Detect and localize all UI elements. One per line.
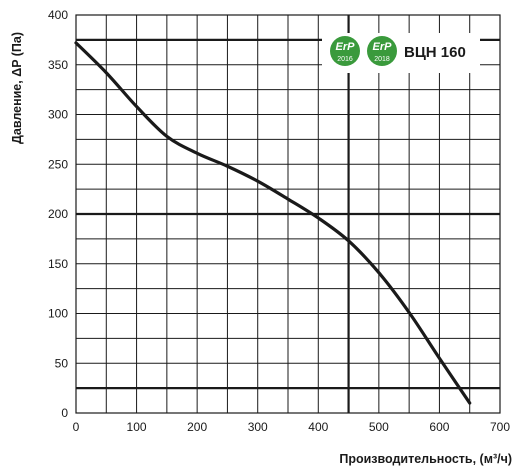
model-label: ВЦН 160 [404, 44, 466, 61]
x-tick-label: 600 [429, 420, 449, 434]
y-tick-label: 350 [48, 58, 68, 72]
y-tick-label: 150 [48, 257, 68, 271]
x-tick-label: 400 [308, 420, 328, 434]
y-tick-label: 200 [48, 207, 68, 221]
badge-title: ErP [336, 41, 356, 53]
badge-year: 2016 [337, 56, 353, 63]
x-tick-label: 200 [187, 420, 207, 434]
badge-year: 2018 [374, 56, 390, 63]
x-tick-label: 700 [490, 420, 510, 434]
erp-2016-badge: ErP 2016 [330, 36, 360, 66]
x-axis-title: Производительность, (м³/ч) [339, 452, 512, 466]
y-tick-label: 250 [48, 157, 68, 171]
y-tick-label: 50 [55, 356, 69, 370]
x-tick-label: 500 [369, 420, 389, 434]
series-line [74, 41, 472, 405]
y-tick-label: 300 [48, 108, 68, 122]
x-tick-label: 100 [127, 420, 147, 434]
y-axis-title: Давление, ΔP (Па) [10, 32, 24, 144]
badge-circle [367, 36, 397, 66]
badge-title: ErP [373, 41, 393, 53]
axis-ticks: 0 100 200 300 400 500 600 700 0 50 100 150 200 250 300… [48, 8, 510, 434]
performance-curve [74, 41, 472, 405]
erp-2018-badge: ErP 2018 [367, 36, 397, 66]
y-tick-label: 0 [61, 406, 68, 420]
y-tick-label: 400 [48, 8, 68, 22]
x-tick-label: 0 [73, 420, 80, 434]
x-tick-label: 300 [248, 420, 268, 434]
model-legend: ErP 2016 ErP 2018 ВЦН 160 [322, 33, 480, 73]
y-tick-label: 100 [48, 307, 68, 321]
badge-circle [330, 36, 360, 66]
